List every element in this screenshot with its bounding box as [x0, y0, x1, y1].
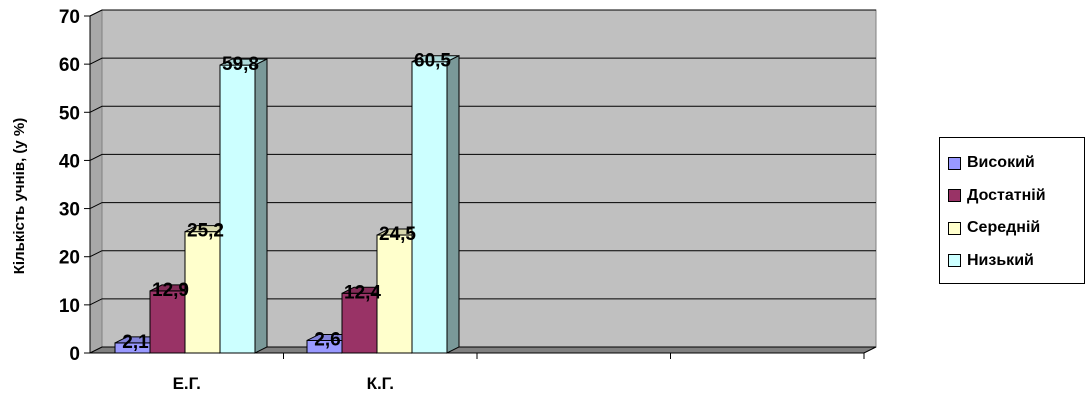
gridline — [89, 105, 876, 113]
legend-item: Високий — [948, 147, 1084, 180]
legend-swatch — [948, 189, 961, 203]
gridlines — [89, 9, 876, 306]
bar-front — [184, 231, 221, 354]
legend: Високий Достатній Середній Низький — [939, 137, 1085, 284]
y-tick-labels: 0 10 20 30 40 50 60 70 — [59, 7, 80, 365]
bar-side — [254, 58, 268, 354]
category-label: Е.Г. — [173, 374, 201, 393]
bar-front — [376, 234, 413, 354]
y-tick-label: 60 — [59, 55, 80, 76]
category-labels: Е.Г. К.Г. — [173, 374, 394, 393]
gridline — [89, 298, 876, 306]
legend-item: Середній — [948, 212, 1084, 245]
bar — [219, 58, 268, 354]
data-label: 2,6 — [314, 329, 340, 350]
gridline — [89, 250, 876, 258]
data-label: 12,9 — [152, 280, 189, 301]
category-label: К.Г. — [367, 374, 394, 393]
y-tick-label: 40 — [59, 151, 80, 172]
gridline — [89, 9, 876, 17]
data-label: 25,2 — [187, 221, 224, 242]
legend-label: Низький — [967, 251, 1034, 269]
bars — [114, 54, 460, 354]
legend-item: Достатній — [948, 180, 1084, 213]
legend-swatch — [948, 221, 961, 235]
data-label: 12,4 — [344, 282, 381, 303]
data-labels: 2,1 12,9 25,2 59,8 2,6 12,4 24,5 60,5 — [122, 51, 451, 353]
y-tick-label: 30 — [59, 200, 80, 221]
gridline — [89, 202, 876, 210]
data-label: 24,5 — [379, 224, 416, 245]
bar-front — [411, 61, 448, 354]
gridline — [89, 57, 876, 65]
data-label: 2,1 — [122, 332, 149, 353]
legend-label: Середній — [967, 219, 1041, 237]
gridline — [89, 153, 876, 161]
bar — [411, 54, 460, 354]
bar-front — [341, 292, 378, 354]
y-axis-label: Кількість учнів, (у %) — [11, 118, 28, 275]
legend-item: Низький — [948, 245, 1084, 278]
legend-label: Високий — [967, 154, 1035, 172]
y-tick-label: 0 — [69, 344, 80, 365]
bar-front — [219, 64, 256, 354]
legend-swatch — [948, 156, 961, 170]
data-label: 59,8 — [222, 54, 259, 75]
data-label: 60,5 — [414, 51, 451, 72]
bar-side — [446, 54, 460, 354]
legend-label: Достатній — [967, 186, 1046, 204]
y-tick-label: 10 — [59, 296, 80, 317]
legend-swatch — [948, 254, 961, 268]
y-tick-label: 50 — [59, 103, 80, 124]
y-tick-label: 20 — [59, 248, 80, 269]
y-tick-label: 70 — [59, 7, 80, 28]
